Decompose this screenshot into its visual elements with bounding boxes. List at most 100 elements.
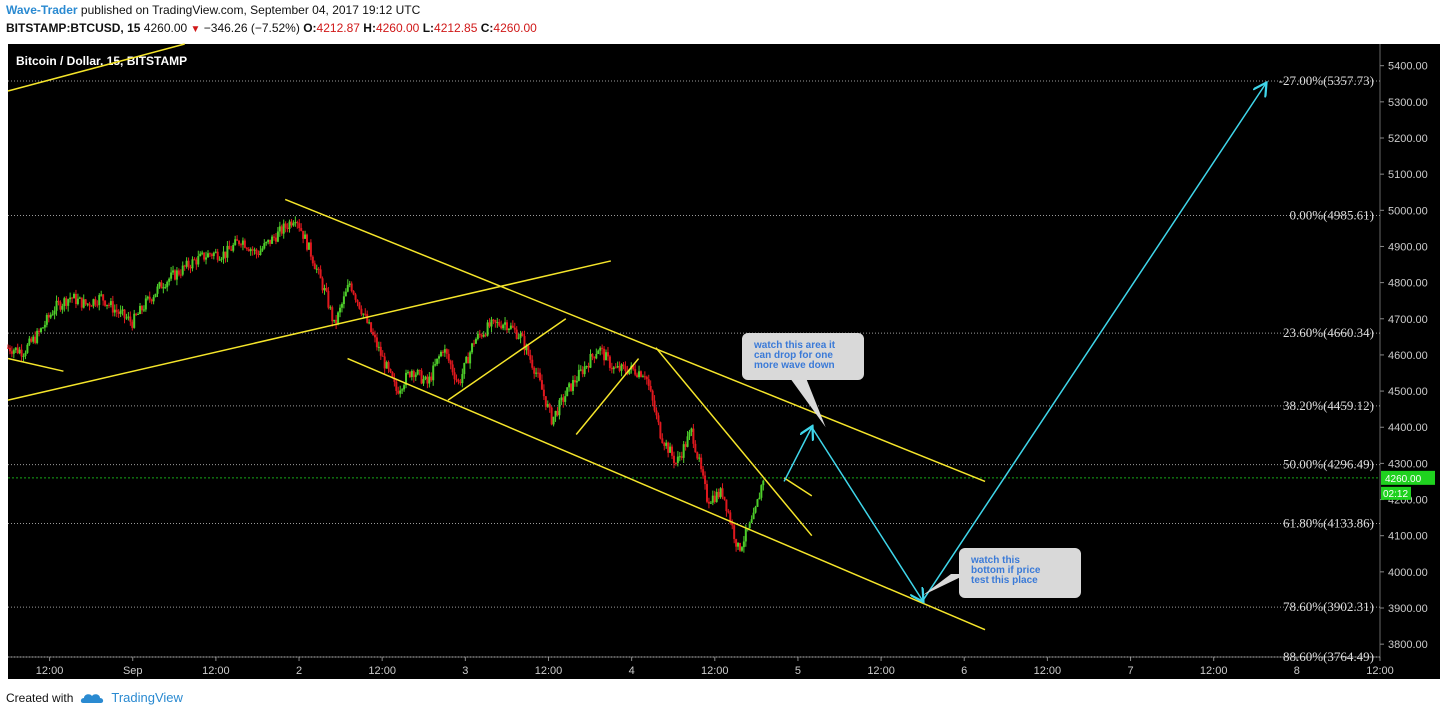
- countdown-badge: [1381, 486, 1411, 500]
- candle-body: [144, 298, 147, 310]
- channel-upper: [284, 198, 986, 483]
- candle-body: [216, 251, 219, 260]
- candle-body: [671, 446, 674, 456]
- candle-body: [667, 442, 670, 453]
- candle-body: [379, 346, 382, 356]
- candle-body: [238, 240, 241, 245]
- candle-body: [478, 333, 481, 335]
- candle-body: [678, 456, 681, 458]
- candle-body: [57, 300, 60, 303]
- candle-body: [463, 362, 466, 375]
- flag-1: [447, 318, 567, 401]
- candle-body: [639, 371, 642, 377]
- candle-body: [241, 240, 244, 245]
- change-value: −346.26 (−7.52%): [203, 21, 300, 35]
- candle-body: [552, 416, 555, 425]
- candle-body: [146, 296, 149, 299]
- candle-body: [608, 356, 611, 368]
- candle-body: [100, 294, 103, 296]
- candle-body: [107, 304, 110, 306]
- low-value: 4212.85: [434, 21, 478, 35]
- candle-body: [488, 322, 491, 327]
- candle-body: [360, 308, 363, 315]
- candle-body: [296, 222, 299, 224]
- callout-box: [742, 333, 864, 380]
- candle-body: [292, 223, 295, 226]
- candle-body: [172, 270, 175, 273]
- y-tick-label: 5400.00: [1388, 61, 1428, 73]
- x-tick-label: 3: [462, 665, 468, 677]
- time-axis: [8, 657, 1440, 679]
- high-label: H:: [363, 21, 376, 35]
- candle-body: [579, 369, 582, 371]
- candle-body: [205, 257, 208, 260]
- candle-body: [30, 338, 33, 342]
- y-tick-label: 4400.00: [1388, 422, 1428, 434]
- candle-body: [721, 488, 724, 497]
- candle-body: [385, 362, 388, 369]
- candle-body: [717, 491, 720, 498]
- candle-body: [129, 316, 132, 322]
- tradingview-brand[interactable]: TradingView: [111, 690, 183, 705]
- candle-body: [620, 364, 623, 371]
- candle-body: [259, 250, 262, 256]
- candle-body: [119, 310, 122, 314]
- candle-body: [651, 390, 654, 401]
- candle-body: [346, 284, 349, 292]
- y-tick-label: 4500.00: [1388, 386, 1428, 398]
- candle-body: [628, 369, 631, 374]
- candle-body: [702, 469, 705, 476]
- candle-body: [214, 251, 217, 253]
- candle-body: [735, 539, 738, 547]
- candle-body: [593, 356, 596, 359]
- candle-body: [414, 374, 417, 378]
- candle-body: [645, 376, 648, 380]
- candle-body: [280, 226, 283, 234]
- candle-body: [533, 367, 536, 374]
- candle-body: [537, 372, 540, 374]
- candle-body: [408, 371, 411, 378]
- candle-body: [342, 296, 345, 305]
- candle-body: [612, 367, 615, 370]
- candle-body: [474, 339, 477, 344]
- candle-body: [663, 442, 666, 446]
- candle-body: [535, 372, 538, 374]
- candle-body: [199, 253, 202, 257]
- candle-body: [160, 282, 163, 289]
- candle-body: [350, 283, 353, 292]
- candle-body: [71, 297, 74, 299]
- candle-body: [8, 347, 11, 352]
- y-tick-label: 3900.00: [1388, 603, 1428, 615]
- footer: Created with TradingView: [6, 690, 183, 705]
- candle-body: [373, 334, 376, 338]
- candle-body: [175, 270, 178, 280]
- candle-body: [672, 455, 675, 463]
- candle-body: [498, 322, 501, 326]
- close-value: 4260.00: [493, 21, 537, 35]
- candle-body: [274, 237, 277, 242]
- candle-body: [490, 319, 493, 327]
- candle-body: [271, 236, 274, 244]
- created-with-text: Created with: [6, 690, 74, 705]
- candle-body: [327, 290, 330, 308]
- candle-body: [90, 305, 93, 307]
- candle-body: [36, 330, 39, 343]
- candle-body: [362, 313, 365, 315]
- y-tick-label: 3800.00: [1388, 639, 1428, 651]
- candle-body: [581, 369, 584, 375]
- candle-body: [418, 370, 421, 372]
- y-tick-label: 4900.00: [1388, 241, 1428, 253]
- candle-body: [191, 259, 194, 269]
- candle-body: [370, 322, 373, 333]
- callout-text: more wave down: [754, 360, 835, 371]
- candle-body: [758, 497, 761, 500]
- candle-body: [500, 325, 503, 329]
- candle-body: [610, 367, 613, 370]
- candle-body: [544, 396, 547, 407]
- candle-body: [82, 299, 85, 308]
- author-link[interactable]: Wave-Trader: [6, 3, 78, 17]
- candle-body: [340, 304, 343, 308]
- candle-body: [573, 380, 576, 383]
- candle-body: [249, 249, 252, 252]
